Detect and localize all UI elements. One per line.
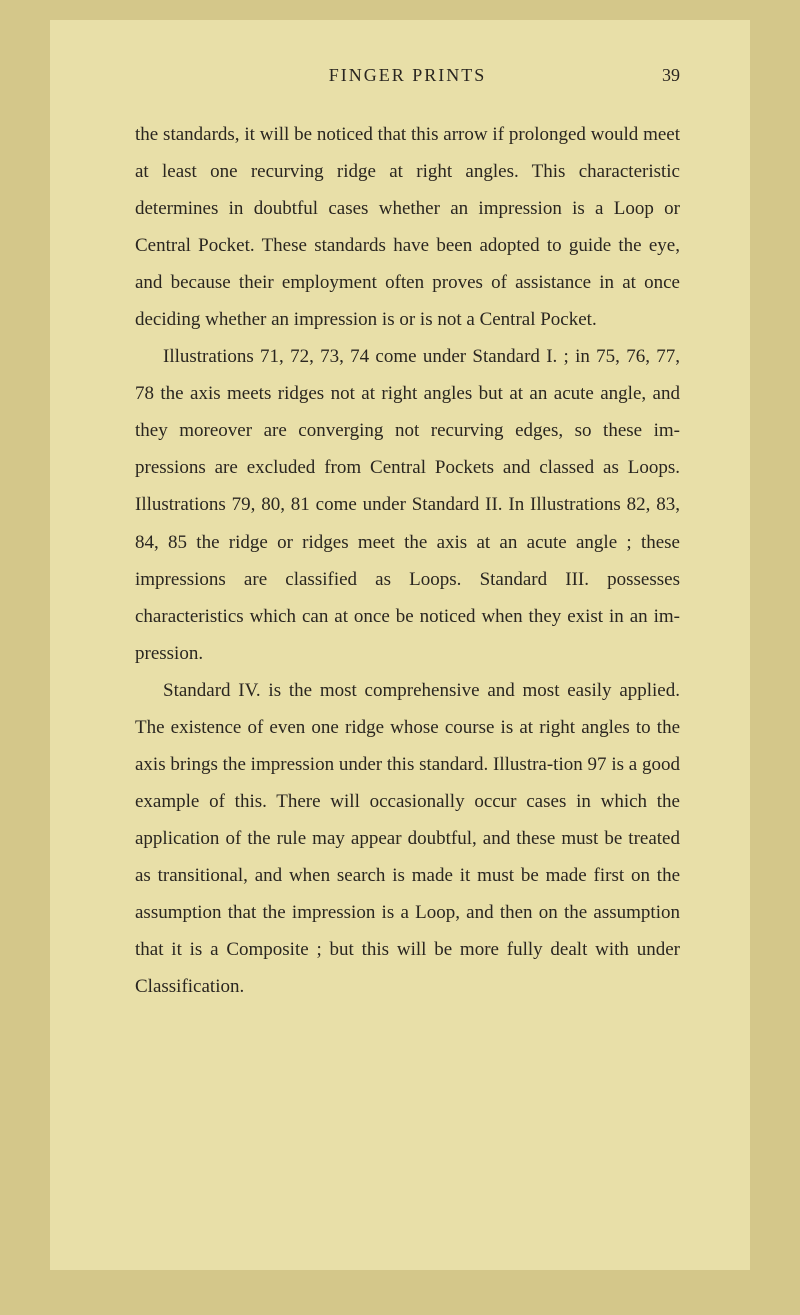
header-title: FINGER PRINTS: [329, 65, 487, 86]
paragraph-3: Standard IV. is the most comprehensive a…: [135, 672, 680, 1005]
paragraph-2: Illustrations 71, 72, 73, 74 come under …: [135, 338, 680, 671]
page-number: 39: [662, 65, 680, 86]
document-page: FINGER PRINTS 39 the standards, it will …: [50, 20, 750, 1270]
paragraph-1: the standards, it will be noticed that t…: [135, 116, 680, 338]
page-header: FINGER PRINTS 39: [135, 65, 680, 86]
body-text: the standards, it will be noticed that t…: [135, 116, 680, 1005]
